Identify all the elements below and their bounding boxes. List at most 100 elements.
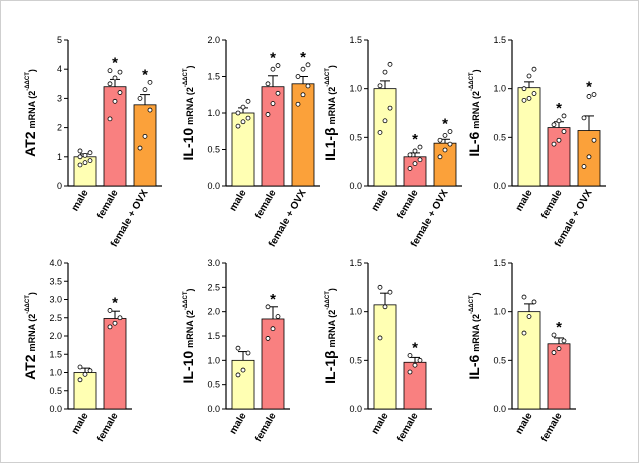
data-point	[387, 289, 393, 295]
data-point	[245, 98, 251, 104]
data-point	[137, 145, 143, 151]
data-point	[245, 115, 251, 121]
data-point	[591, 92, 597, 97]
y-axis-label-unit: mRNA (2	[185, 87, 195, 125]
significance-star: *	[270, 291, 276, 308]
category-label: female	[95, 188, 121, 221]
data-point	[265, 336, 271, 341]
y-axis-label-close: )	[185, 289, 195, 292]
bar-female	[547, 127, 571, 187]
y-axis-label: IL-10 mRNA (2-ΔΔCT)	[180, 66, 196, 161]
y-axis-label-close: )	[27, 292, 37, 295]
data-point	[531, 66, 537, 72]
y-axis-label-close: )	[471, 69, 481, 72]
bar-female	[403, 361, 427, 410]
significance-star: *	[412, 131, 418, 148]
category-label: female	[395, 411, 421, 444]
y-axis-label-gene: IL-10	[180, 128, 196, 161]
data-point	[551, 332, 557, 338]
bar-male	[517, 311, 541, 410]
data-point	[447, 141, 453, 147]
data-point	[107, 116, 113, 122]
data-point	[117, 69, 123, 75]
data-point	[240, 104, 246, 110]
y-axis-label-unit: mRNA (2	[27, 91, 37, 129]
bar-male	[517, 87, 541, 187]
y-tick-label: 0.5	[349, 132, 362, 142]
data-point	[107, 324, 113, 330]
significance-star: *	[270, 50, 276, 67]
y-tick-label: 0.5	[207, 380, 220, 390]
data-point	[147, 79, 153, 85]
y-tick-label: 0.0	[349, 404, 362, 414]
data-point	[87, 158, 93, 163]
data-point	[137, 96, 143, 101]
data-point	[235, 110, 241, 116]
data-point	[521, 86, 527, 92]
significance-star: *	[556, 100, 562, 117]
y-axis-label: IL-10 mRNA (2-ΔΔCT)	[180, 289, 196, 384]
data-point	[407, 369, 413, 375]
data-point	[437, 154, 443, 160]
data-point	[561, 338, 567, 344]
y-axis-label: AT2 mRNA (2-ΔΔCT)	[22, 69, 38, 157]
data-point	[442, 132, 448, 138]
data-point	[112, 98, 118, 104]
y-axis-label-gene: IL-6	[466, 354, 482, 379]
data-point	[561, 113, 567, 119]
data-point	[265, 81, 271, 87]
y-axis-label-close: )	[327, 288, 337, 291]
y-axis-label-superscript: -ΔΔCT	[183, 68, 189, 87]
data-point	[412, 148, 418, 154]
data-point	[235, 123, 241, 129]
data-point	[270, 326, 276, 332]
y-axis-label: IL-6 mRNA (2-ΔΔCT)	[466, 292, 482, 379]
data-point	[147, 107, 153, 113]
category-label: female	[395, 188, 421, 221]
data-point	[240, 367, 246, 373]
y-tick-label: 0.0	[49, 404, 62, 414]
bar-male	[373, 88, 397, 187]
bar-male	[231, 359, 255, 410]
data-point	[591, 137, 597, 143]
y-axis-label-close: )	[471, 292, 481, 295]
bar-male	[373, 304, 397, 410]
data-point	[270, 66, 276, 72]
y-tick-label: 1	[57, 152, 62, 162]
data-point	[417, 357, 423, 363]
data-point	[142, 133, 148, 139]
data-point	[382, 304, 388, 310]
data-point	[77, 154, 83, 160]
data-point	[551, 350, 557, 355]
y-axis-label-gene: AT2	[22, 131, 38, 157]
data-point	[295, 101, 301, 107]
y-tick-label: 1.5	[493, 258, 506, 268]
data-point	[377, 83, 383, 89]
data-point	[382, 118, 388, 124]
bar-male	[73, 372, 97, 410]
y-tick-label: 2.5	[49, 313, 62, 323]
data-point	[107, 81, 113, 87]
data-point	[417, 157, 423, 163]
data-point	[586, 94, 592, 99]
data-point	[275, 90, 281, 96]
data-point	[295, 74, 301, 79]
data-point	[77, 364, 83, 370]
data-point	[412, 362, 418, 368]
y-tick-label: 3.5	[49, 276, 62, 286]
y-tick-label: 3	[57, 93, 62, 103]
data-point	[87, 368, 93, 374]
data-point	[437, 137, 443, 143]
y-axis-label-gene: IL-6	[466, 131, 482, 156]
category-label: female	[539, 188, 565, 221]
significance-star: *	[556, 319, 562, 336]
data-point	[556, 137, 562, 143]
y-tick-label: 0.0	[493, 181, 506, 191]
data-point	[377, 335, 383, 341]
data-point	[82, 371, 88, 377]
y-axis-label-unit: mRNA (2	[185, 310, 195, 348]
y-tick-label: 1.0	[49, 368, 62, 378]
data-point	[377, 284, 383, 290]
y-tick-label: 2.0	[207, 307, 220, 317]
data-point	[556, 118, 562, 124]
